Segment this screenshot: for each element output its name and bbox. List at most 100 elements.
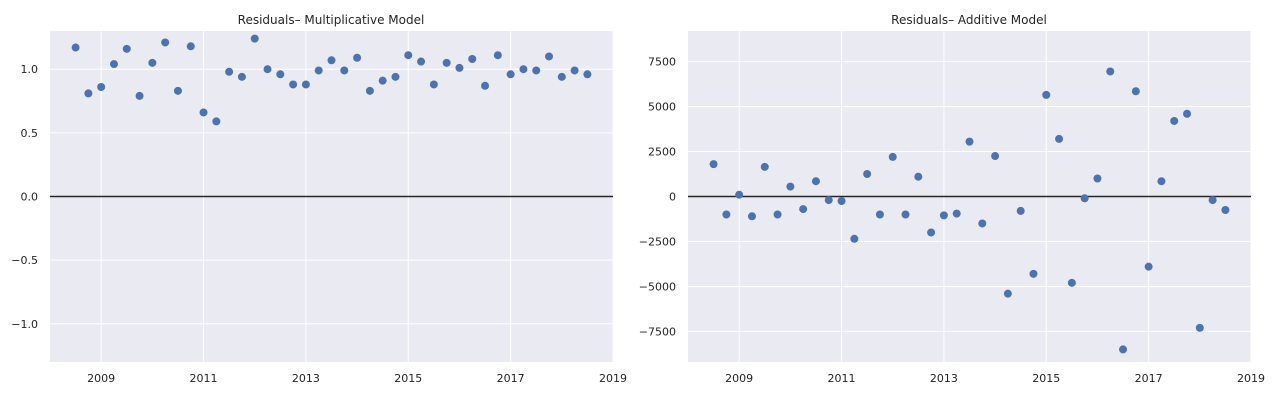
data-point bbox=[250, 34, 259, 43]
y-tick-label: −0.5 bbox=[11, 254, 38, 267]
data-point bbox=[1067, 278, 1076, 287]
data-point bbox=[952, 209, 961, 218]
data-point bbox=[481, 81, 490, 90]
data-point bbox=[417, 57, 426, 66]
y-tick-label: 5000 bbox=[648, 101, 676, 114]
x-tick-label: 2011 bbox=[190, 372, 218, 385]
data-point bbox=[493, 51, 502, 60]
data-point bbox=[532, 66, 541, 75]
y-tick-label: −7500 bbox=[639, 325, 676, 338]
x-axis-ticks: 2009 2011 2013 2015 2017 2019 bbox=[725, 372, 1265, 385]
x-tick-label: 2015 bbox=[1032, 372, 1060, 385]
data-point bbox=[276, 70, 285, 79]
data-point bbox=[340, 66, 349, 75]
data-point bbox=[1042, 90, 1051, 99]
data-point bbox=[1131, 87, 1140, 96]
data-point bbox=[71, 43, 80, 52]
x-axis-ticks: 2009 2011 2013 2015 2017 2019 bbox=[87, 372, 627, 385]
data-point bbox=[1106, 67, 1115, 76]
data-point bbox=[1029, 269, 1038, 278]
data-point bbox=[468, 55, 477, 64]
data-point bbox=[1093, 174, 1102, 183]
chart-title: Residuals– Multiplicative Model bbox=[238, 13, 425, 27]
data-point bbox=[901, 210, 910, 219]
data-point bbox=[122, 44, 131, 53]
data-point bbox=[148, 58, 157, 67]
chart-residuals-additive: Residuals– Additive Model 2009 2011 2013 20… bbox=[639, 13, 1265, 385]
data-point bbox=[353, 53, 362, 62]
data-point bbox=[1183, 109, 1192, 118]
data-point bbox=[404, 51, 413, 60]
x-tick-label: 2019 bbox=[1237, 372, 1265, 385]
data-point bbox=[161, 38, 170, 47]
data-point bbox=[735, 190, 744, 199]
x-tick-label: 2017 bbox=[1135, 372, 1163, 385]
data-point bbox=[378, 76, 387, 85]
data-point bbox=[722, 210, 731, 219]
data-point bbox=[1208, 196, 1217, 205]
data-point bbox=[863, 170, 872, 179]
data-point bbox=[1016, 206, 1025, 215]
x-tick-label: 2017 bbox=[497, 372, 525, 385]
y-tick-label: 0 bbox=[669, 191, 676, 204]
data-point bbox=[811, 177, 820, 186]
data-point bbox=[747, 212, 756, 221]
x-tick-label: 2013 bbox=[292, 372, 320, 385]
data-point bbox=[965, 137, 974, 146]
data-point bbox=[237, 72, 246, 81]
x-tick-label: 2011 bbox=[828, 372, 856, 385]
data-points bbox=[709, 67, 1230, 354]
x-tick-label: 2015 bbox=[394, 372, 422, 385]
y-axis-ticks: 1.0 0.5 0.0 −0.5 −1.0 bbox=[11, 63, 38, 331]
data-point bbox=[837, 196, 846, 205]
x-tick-label: 2013 bbox=[930, 372, 958, 385]
chart-residuals-multiplicative: Residuals– Multiplicative Model 2009 2011… bbox=[11, 13, 627, 385]
data-point bbox=[455, 63, 464, 72]
data-point bbox=[914, 172, 923, 181]
data-point bbox=[1080, 194, 1089, 203]
data-point bbox=[850, 234, 859, 243]
data-points bbox=[71, 34, 592, 126]
y-tick-label: 0.0 bbox=[21, 191, 39, 204]
y-tick-label: 7500 bbox=[648, 56, 676, 69]
y-axis-ticks: 7500 5000 2500 0 −2500 −5000 −7500 bbox=[639, 56, 676, 339]
data-point bbox=[289, 80, 298, 89]
data-point bbox=[186, 42, 195, 51]
data-point bbox=[1170, 116, 1179, 125]
data-point bbox=[212, 117, 221, 126]
y-tick-label: 1.0 bbox=[21, 63, 39, 76]
x-tick-label: 2009 bbox=[87, 372, 115, 385]
data-point bbox=[875, 210, 884, 219]
y-tick-label: 0.5 bbox=[21, 127, 39, 140]
data-point bbox=[824, 196, 833, 205]
data-point bbox=[1055, 134, 1064, 143]
data-point bbox=[365, 86, 374, 95]
data-point bbox=[927, 228, 936, 237]
data-point bbox=[442, 58, 451, 67]
data-point bbox=[570, 66, 579, 75]
data-point bbox=[1195, 323, 1204, 332]
x-tick-label: 2009 bbox=[725, 372, 753, 385]
data-point bbox=[888, 152, 897, 161]
data-point bbox=[97, 83, 106, 92]
data-point bbox=[786, 182, 795, 191]
data-point bbox=[314, 66, 323, 75]
data-point bbox=[583, 70, 592, 79]
data-point bbox=[978, 219, 987, 228]
data-point bbox=[263, 65, 272, 74]
data-point bbox=[391, 72, 400, 81]
data-point bbox=[1221, 205, 1230, 214]
data-point bbox=[1003, 289, 1012, 298]
x-tick-label: 2019 bbox=[599, 372, 627, 385]
y-tick-label: −1.0 bbox=[11, 318, 38, 331]
data-point bbox=[135, 91, 144, 100]
data-point bbox=[429, 80, 438, 89]
data-point bbox=[506, 70, 515, 79]
data-point bbox=[301, 80, 310, 89]
data-point bbox=[709, 160, 718, 169]
data-point bbox=[109, 60, 118, 69]
data-point bbox=[773, 210, 782, 219]
data-point bbox=[173, 86, 182, 95]
chart-title: Residuals– Additive Model bbox=[891, 13, 1047, 27]
